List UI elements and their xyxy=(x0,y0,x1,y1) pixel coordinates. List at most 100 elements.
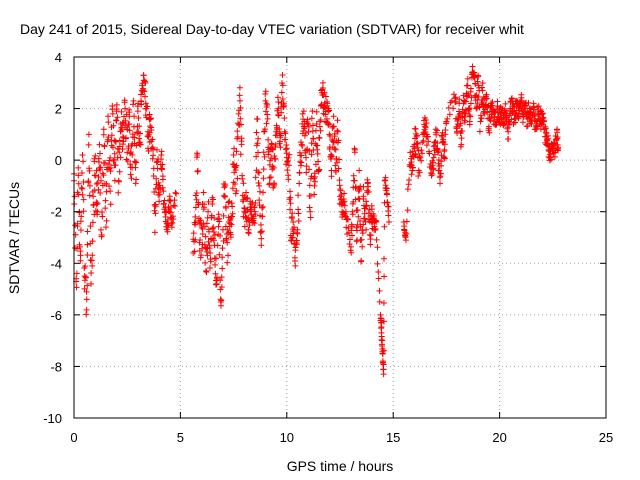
data-point xyxy=(448,97,455,104)
data-point xyxy=(334,159,341,166)
data-point xyxy=(418,157,425,164)
data-point xyxy=(124,157,131,164)
data-point xyxy=(285,162,292,169)
data-point xyxy=(164,216,171,223)
data-point xyxy=(151,189,158,196)
data-point xyxy=(334,117,341,124)
data-point xyxy=(257,221,264,228)
data-point xyxy=(269,146,276,153)
data-point xyxy=(123,156,130,163)
data-point xyxy=(119,126,126,133)
data-point xyxy=(429,171,436,178)
data-point xyxy=(83,296,90,303)
data-point xyxy=(294,230,301,237)
data-point xyxy=(159,161,166,168)
data-point xyxy=(150,146,157,153)
data-point xyxy=(108,132,115,139)
data-point xyxy=(437,173,444,180)
data-point xyxy=(257,188,264,195)
data-point xyxy=(275,99,282,106)
data-point xyxy=(385,219,392,226)
data-point xyxy=(307,214,314,221)
data-point xyxy=(211,232,218,239)
data-point xyxy=(192,219,199,226)
data-point xyxy=(458,135,465,142)
data-point xyxy=(205,198,212,205)
data-point xyxy=(255,180,262,187)
data-point xyxy=(116,149,123,156)
data-point xyxy=(316,135,323,142)
data-point xyxy=(264,115,271,122)
data-point xyxy=(83,306,90,313)
data-point xyxy=(171,197,178,204)
data-point xyxy=(379,350,386,357)
data-point xyxy=(295,210,302,217)
data-point xyxy=(227,231,234,238)
data-point xyxy=(97,166,104,173)
data-point xyxy=(230,151,237,158)
data-point xyxy=(293,241,300,248)
data-point xyxy=(236,84,243,91)
data-point xyxy=(90,193,97,200)
data-point xyxy=(229,203,236,210)
data-point xyxy=(303,163,310,170)
data-point xyxy=(213,255,220,262)
y-tick-label: -8 xyxy=(50,359,62,374)
data-point xyxy=(225,199,232,206)
data-point xyxy=(326,107,333,114)
data-point xyxy=(465,106,472,113)
data-point xyxy=(197,217,204,224)
data-point xyxy=(404,207,411,214)
data-point xyxy=(151,207,158,214)
data-point xyxy=(206,265,213,272)
data-point xyxy=(205,208,212,215)
data-point xyxy=(131,134,138,141)
data-point xyxy=(266,181,273,188)
data-point xyxy=(135,114,142,121)
data-point xyxy=(117,154,124,161)
data-point xyxy=(342,208,349,215)
data-point xyxy=(133,142,140,149)
data-point xyxy=(137,141,144,148)
data-point xyxy=(347,243,354,250)
data-point xyxy=(488,113,495,120)
data-point xyxy=(416,169,423,176)
x-tick-label: 0 xyxy=(70,430,77,445)
data-point xyxy=(512,119,519,126)
data-point xyxy=(92,152,99,159)
data-point xyxy=(156,191,163,198)
data-point xyxy=(303,169,310,176)
data-point xyxy=(313,121,320,128)
data-point xyxy=(430,154,437,161)
data-point xyxy=(88,257,95,264)
data-point xyxy=(419,139,426,146)
data-point xyxy=(234,128,241,135)
data-point xyxy=(380,371,387,378)
data-point xyxy=(383,191,390,198)
data-point xyxy=(147,115,154,122)
data-point xyxy=(484,109,491,116)
data-point xyxy=(298,159,305,166)
data-point xyxy=(86,192,93,199)
data-point xyxy=(210,224,217,231)
data-point xyxy=(431,151,438,158)
data-point xyxy=(116,168,123,175)
data-point xyxy=(142,93,149,100)
data-point xyxy=(284,157,291,164)
data-point xyxy=(367,232,374,239)
data-point xyxy=(357,218,364,225)
data-point xyxy=(141,77,148,84)
data-point xyxy=(474,96,481,103)
data-point xyxy=(282,136,289,143)
data-point xyxy=(246,222,253,229)
data-point xyxy=(153,175,160,182)
data-point xyxy=(423,142,430,149)
data-point xyxy=(105,134,112,141)
data-point xyxy=(170,216,177,223)
data-point xyxy=(159,176,166,183)
data-point xyxy=(233,162,240,169)
data-point xyxy=(229,185,236,192)
data-point xyxy=(229,213,236,220)
data-point xyxy=(471,74,478,81)
data-point xyxy=(264,102,271,109)
